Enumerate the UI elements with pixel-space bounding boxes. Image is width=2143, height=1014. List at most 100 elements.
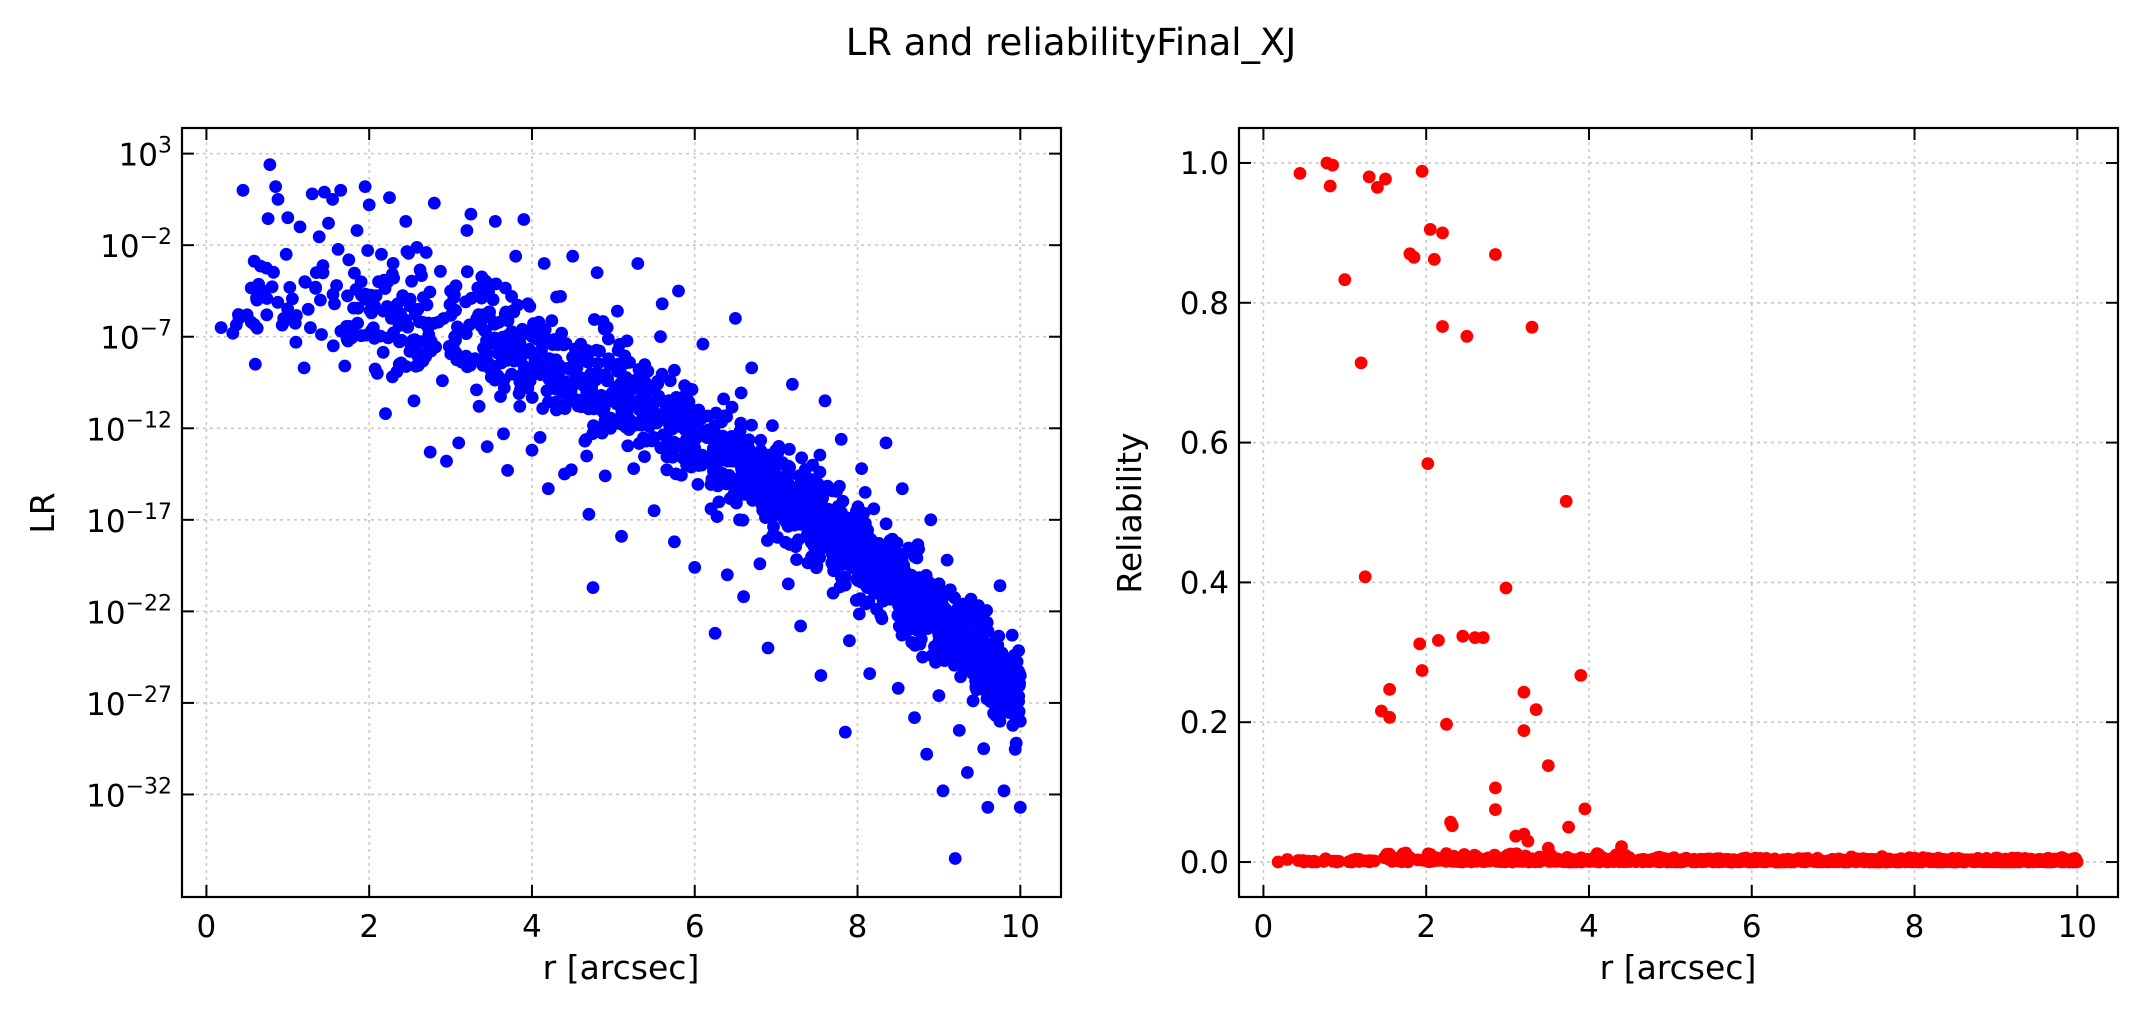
lr-data-point [870,570,883,584]
lr-data-point [688,561,702,574]
reliability-data-point [1570,855,1584,869]
lr-data-point [811,531,825,545]
lr-data-point [281,211,295,225]
reliability-data-point [1982,854,1996,868]
lr-data-point [734,386,748,400]
lr-data-point [663,374,677,388]
lr-data-point [522,342,536,356]
lr-data-point [669,467,683,481]
lr-data-point [794,476,808,490]
lr-data-point [832,558,846,572]
lr-data-point [379,407,392,420]
lr-y-tick-label: 10−32 [86,774,172,814]
lr-data-point [260,308,274,322]
lr-data-point [770,478,784,492]
lr-data-point [700,427,714,441]
lr-data-point [244,281,258,295]
reliability-data-point [1383,710,1396,724]
lr-data-point [856,561,869,574]
reliability-data-point [1542,852,1555,866]
lr-x-tick-label: 6 [685,909,705,945]
lr-data-point [460,265,474,279]
lr-data-point [677,389,691,403]
lr-data-point [381,331,395,345]
lr-data-point [621,439,635,453]
lr-data-point [855,575,868,589]
lr-data-point [400,318,414,332]
lr-data-point [712,454,726,468]
lr-data-point [452,436,466,450]
lr-data-point [966,694,980,708]
reliability-data-point [1562,820,1575,834]
lr-y-tick-label: 10−12 [86,408,172,448]
reliability-y-tick-label: 0.4 [1180,565,1229,601]
lr-data-point [301,302,315,316]
lr-data-point [720,410,733,424]
reliability-data-point [1476,631,1490,644]
lr-data-point [484,370,498,384]
lr-data-point [813,448,827,462]
lr-data-point [939,635,953,649]
lr-data-point [781,577,795,591]
lr-data-point [831,500,845,513]
lr-data-point [1002,691,1015,704]
lr-data-point [950,634,963,648]
lr-data-point [981,624,995,638]
lr-data-point [331,243,345,256]
lr-data-point [341,334,355,348]
lr-data-point [834,432,848,446]
lr-data-point [470,383,483,397]
lr-data-point [390,365,404,379]
reliability-data-point [1424,848,1437,861]
lr-data-point [244,315,258,329]
lr-data-point [638,450,651,463]
lr-data-point [338,359,352,373]
reliability-x-tick-label: 6 [1742,909,1762,945]
lr-data-point [611,344,625,357]
lr-data-point [908,711,921,724]
lr-data-point [537,257,551,270]
reliability-data-point [1521,834,1535,848]
lr-data-point [761,641,775,655]
lr-data-point [766,419,779,432]
lr-data-point [841,535,855,549]
reliability-data-point [1913,853,1927,867]
lr-data-point [948,852,962,865]
lr-data-point [891,608,905,622]
lr-data-point [623,356,636,369]
lr-data-point [443,298,457,311]
lr-data-point [236,183,250,197]
lr-data-point [289,335,303,349]
lr-data-point [493,339,506,353]
lr-data-point [792,533,805,547]
lr-data-point [477,286,490,300]
lr-data-point [723,444,737,458]
lr-data-point [780,461,794,475]
lr-data-point [723,492,737,505]
lr-data-point [838,725,852,739]
lr-data-point [928,605,942,618]
lr-data-point [725,400,739,414]
lr-data-point [598,469,612,483]
reliability-data-point [1346,853,1359,867]
reliability-data-point [2028,853,2041,867]
lr-data-point [214,321,228,334]
lr-data-point [505,325,519,339]
lr-data-point [432,315,445,329]
lr-data-point [808,541,821,555]
lr-data-point [1012,705,1026,718]
lr-y-tick-label: 103 [119,134,172,174]
lr-data-point [647,504,661,518]
reliability-data-point [1362,170,1376,184]
reliability-data-point [1489,803,1502,816]
reliability-data-point [1489,248,1502,261]
lr-data-point [387,271,400,285]
lr-data-point [811,477,825,491]
reliability-x-axis-label: r [arcsec] [1600,948,1757,987]
lr-data-point [532,361,545,374]
lr-data-point [293,220,307,234]
lr-data-point [993,579,1007,593]
lr-data-point [328,297,341,311]
lr-data-point [271,193,285,206]
